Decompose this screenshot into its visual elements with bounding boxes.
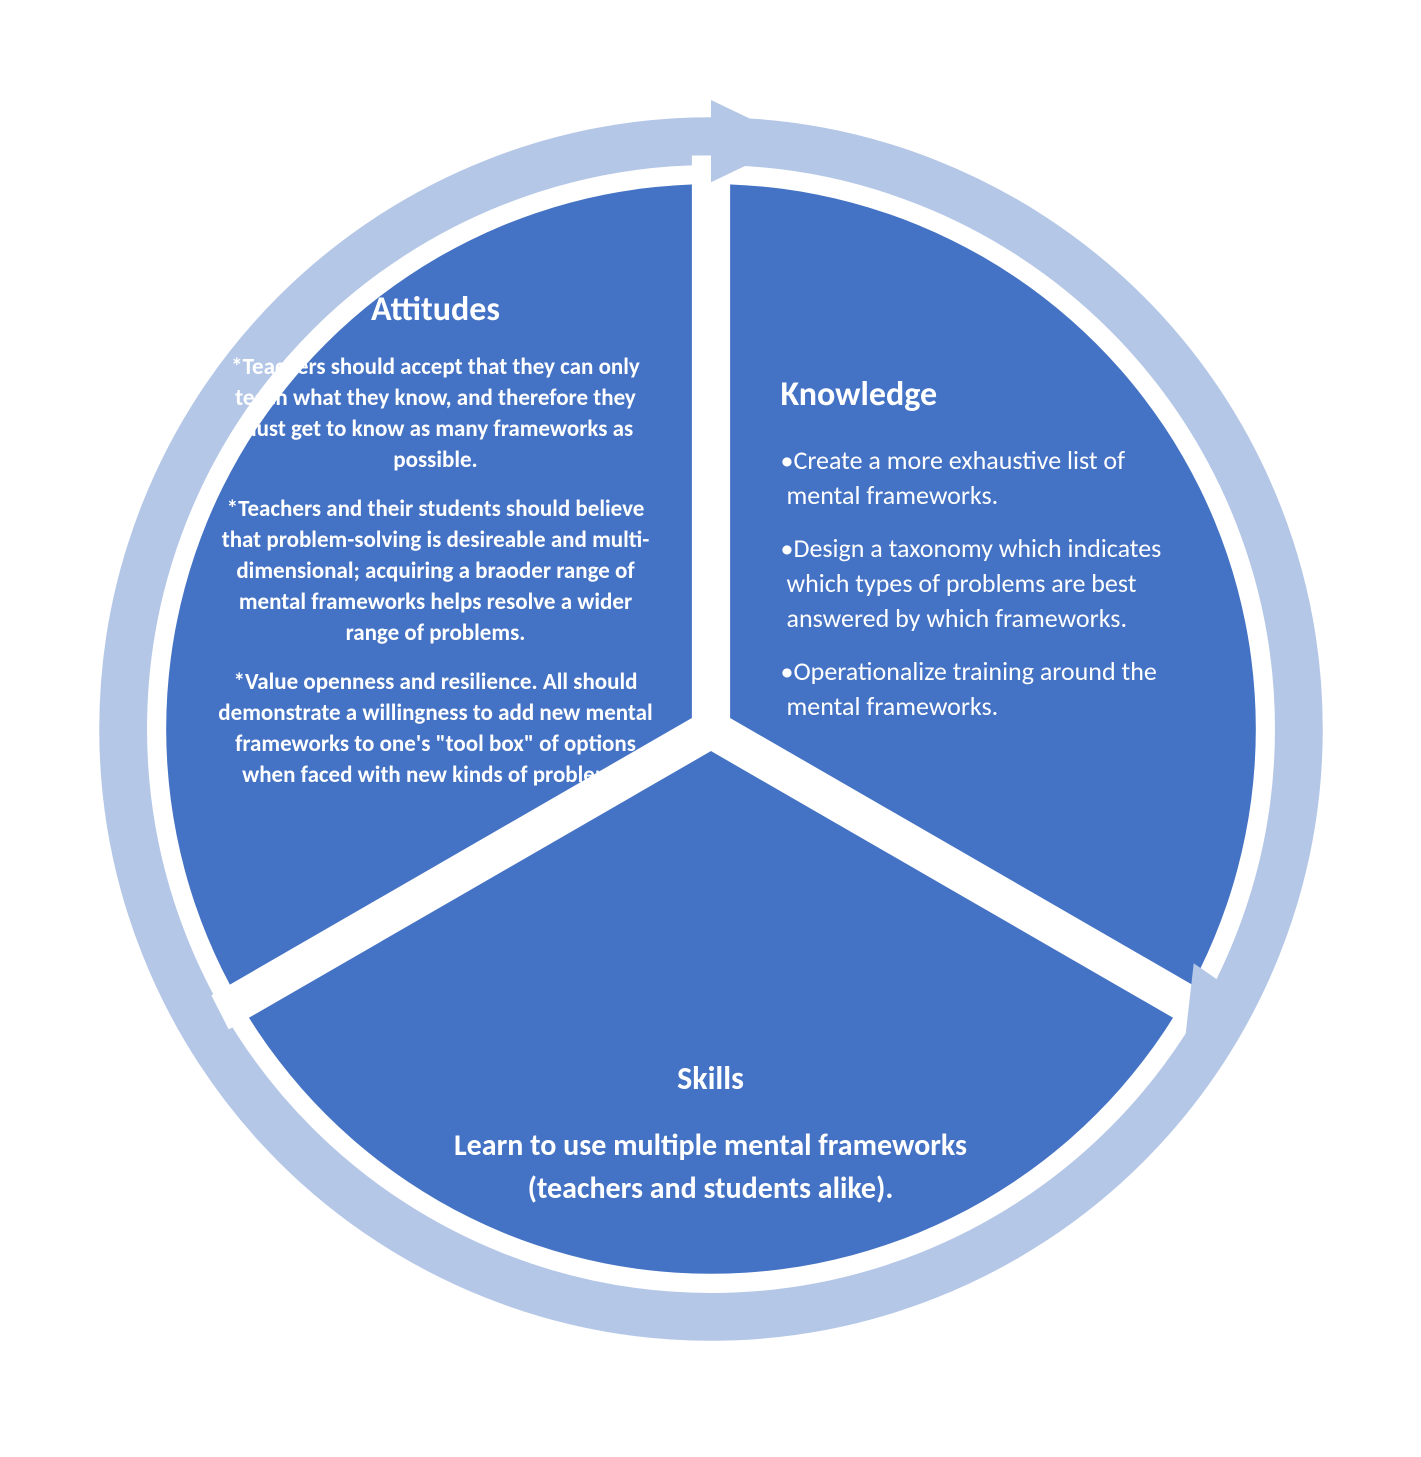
diagram-svg <box>61 79 1361 1379</box>
cycle-diagram: Attitudes *Teachers should accept that t… <box>61 79 1361 1379</box>
arrowhead-top <box>711 100 797 182</box>
